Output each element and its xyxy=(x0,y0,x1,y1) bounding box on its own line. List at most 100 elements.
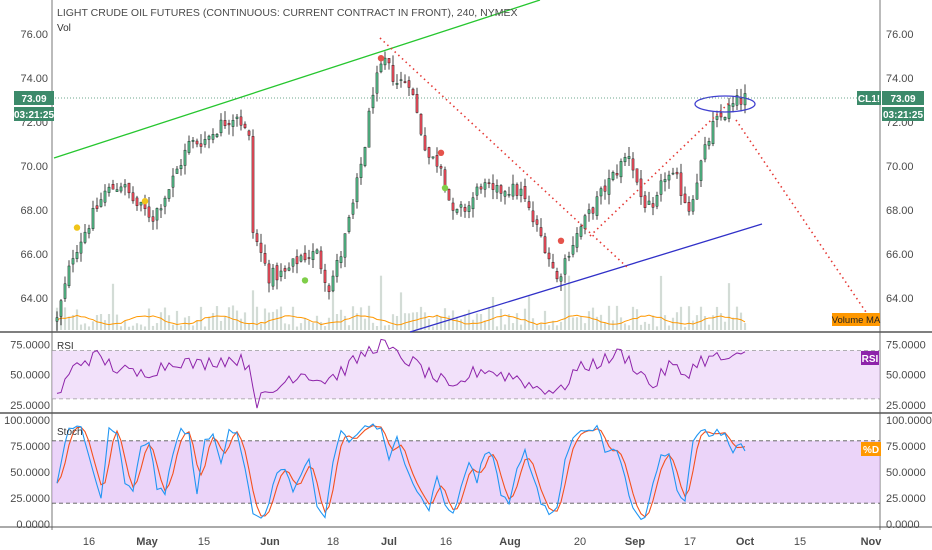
volume-bar xyxy=(295,326,299,330)
stoch-tick-label-left: 0.0000 xyxy=(16,519,50,531)
candle-body xyxy=(139,201,143,206)
volume-bar xyxy=(119,326,123,330)
candle-body xyxy=(603,185,607,192)
candle-body xyxy=(111,183,115,190)
candle-body xyxy=(507,194,511,196)
volume-bar xyxy=(351,306,355,330)
x-tick-label: Jul xyxy=(381,536,397,548)
candle-body xyxy=(731,103,735,107)
candle-body xyxy=(475,186,479,196)
volume-bar xyxy=(215,306,219,330)
rsi-tick-label-left: 50.0000 xyxy=(10,370,50,382)
candle-body xyxy=(607,178,611,195)
volume-bar xyxy=(219,320,223,330)
symbol-badge: CL1! xyxy=(857,91,881,105)
x-tick-label: 16 xyxy=(83,536,95,548)
volume-bar xyxy=(251,290,255,330)
candle-body xyxy=(623,156,627,163)
volume-bar xyxy=(699,306,703,330)
volume-bar xyxy=(711,315,715,330)
candle-body xyxy=(399,79,403,81)
volume-bar xyxy=(171,324,175,330)
candle-body xyxy=(531,210,535,223)
candle-body xyxy=(687,202,691,212)
signal-marker-arrow-up xyxy=(301,277,309,284)
candle-body xyxy=(267,263,271,284)
stoch-d-badge: %D xyxy=(861,442,881,456)
candle-body xyxy=(743,93,747,106)
candle-body xyxy=(131,192,135,202)
candle-body xyxy=(739,98,743,105)
candle-body xyxy=(351,202,355,215)
volume-bar xyxy=(679,306,683,330)
candle-body xyxy=(519,188,523,196)
candle-body xyxy=(431,156,435,159)
volume-label: Vol xyxy=(57,23,71,34)
stoch-tick-label-right: 100.0000 xyxy=(886,415,932,427)
candle-body xyxy=(499,185,503,194)
volume-bar xyxy=(375,326,379,330)
stoch-k-line xyxy=(56,423,746,521)
volume-bar xyxy=(299,323,303,330)
volume-bar xyxy=(743,323,747,330)
candle-body xyxy=(287,267,291,271)
volume-bar xyxy=(387,324,391,330)
volume-bars xyxy=(55,275,747,330)
rsi-tick-label-left: 75.0000 xyxy=(10,339,50,351)
svg-text:%D: %D xyxy=(863,445,879,456)
volume-bar xyxy=(495,326,499,330)
svg-text:73.09: 73.09 xyxy=(21,94,46,105)
volume-bar xyxy=(623,323,627,330)
candle-body xyxy=(423,135,427,151)
volume-bar xyxy=(275,309,279,330)
volume-bar xyxy=(651,315,655,330)
candle-body xyxy=(107,186,111,193)
price-tick-label-left: 76.00 xyxy=(20,29,48,41)
volume-bar xyxy=(507,314,511,330)
volume-bar xyxy=(247,323,251,330)
candle-body xyxy=(615,173,619,176)
stoch-label: Stoch xyxy=(57,427,83,438)
volume-bar xyxy=(607,305,611,330)
candle-body xyxy=(619,161,623,178)
volume-bar xyxy=(183,317,187,330)
candle-body xyxy=(255,233,259,243)
volume-bar xyxy=(615,305,619,330)
volume-bar xyxy=(259,323,263,330)
candle-body xyxy=(183,149,187,166)
signal-marker-arrow-down xyxy=(557,237,565,244)
volume-bar xyxy=(707,324,711,330)
price-tick-label-left: 68.00 xyxy=(20,205,48,217)
red-dotted-rising-line xyxy=(589,101,731,237)
volume-ma-line xyxy=(56,314,746,326)
price-tick-label-left: 70.00 xyxy=(20,161,48,173)
volume-bar xyxy=(687,306,691,330)
volume-bar xyxy=(467,309,471,330)
volume-bar xyxy=(483,320,487,330)
indicator-lines xyxy=(56,338,746,521)
volume-bar xyxy=(287,324,291,330)
x-tick-label: 20 xyxy=(574,536,586,548)
volume-bar xyxy=(675,312,679,330)
candle-body xyxy=(719,112,723,118)
candle-body xyxy=(187,140,191,153)
candle-body xyxy=(535,219,539,225)
chart-title: LIGHT CRUDE OIL FUTURES (CONTINUOUS: CUR… xyxy=(57,7,517,19)
volume-bar xyxy=(379,275,383,330)
svg-text:03:21:25: 03:21:25 xyxy=(883,110,923,121)
left-countdown-badge: 03:21:25 xyxy=(14,107,54,121)
rsi-tick-label-right: 75.0000 xyxy=(886,339,926,351)
volume-bar xyxy=(283,323,287,330)
volume-bar xyxy=(279,306,283,330)
candle-body xyxy=(355,177,359,203)
candle-body xyxy=(451,202,455,211)
volume-bar xyxy=(579,315,583,330)
volume-bar xyxy=(723,321,727,330)
x-tick-label: May xyxy=(136,536,158,548)
candle-body xyxy=(215,134,219,137)
candle-body xyxy=(691,199,695,212)
candle-body xyxy=(211,134,215,140)
rsi-tick-label-right: 50.0000 xyxy=(886,370,926,382)
volume-bar xyxy=(179,325,183,330)
